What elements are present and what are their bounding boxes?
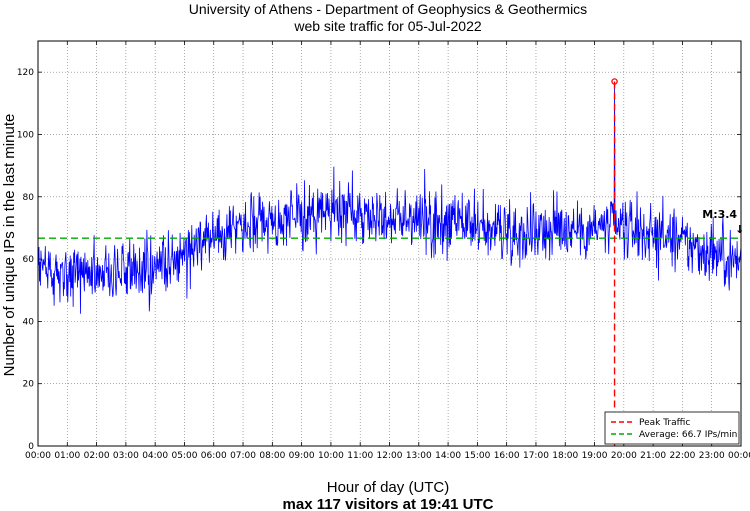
x-tick-label: 08:00 bbox=[259, 451, 285, 461]
x-tick-label: 21:00 bbox=[640, 451, 666, 461]
y-axis-ticks: 0 20 40 60 80 100 120 bbox=[17, 68, 741, 452]
legend-label-peak: Peak Traffic bbox=[639, 418, 690, 428]
x-tick-label: 11:00 bbox=[347, 451, 373, 461]
y-axis-label: Number of unique IPs in the last minute bbox=[1, 114, 18, 377]
y-tick-label: 80 bbox=[23, 193, 35, 203]
x-tick-label: 10:00 bbox=[318, 451, 344, 461]
x-tick-label: 07:00 bbox=[230, 451, 256, 461]
y-tick-label: 0 bbox=[28, 442, 34, 452]
x-tick-label: 01:00 bbox=[54, 451, 80, 461]
annotation-arrow-icon: ↓ bbox=[735, 223, 744, 236]
x-tick-label: 04:00 bbox=[142, 451, 168, 461]
x-tick-label: 12:00 bbox=[377, 451, 403, 461]
x-tick-label: 17:00 bbox=[523, 451, 549, 461]
x-axis-ticks: 00:00 01:00 02:00 03:00 04:00 05:00 06:00 07:00… bbox=[25, 41, 750, 461]
y-tick-label: 60 bbox=[23, 255, 35, 265]
x-tick-label: 03:00 bbox=[113, 451, 139, 461]
x-tick-label: 15:00 bbox=[464, 451, 490, 461]
peak-marker bbox=[611, 78, 618, 85]
chart-title-line2: web site traffic for 05-Jul-2022 bbox=[293, 18, 481, 34]
annotation-label: M:3.4 bbox=[702, 208, 737, 221]
y-tick-label: 120 bbox=[17, 68, 34, 78]
x-tick-label: 14:00 bbox=[435, 451, 461, 461]
y-tick-label: 100 bbox=[17, 130, 34, 140]
x-tick-label: 19:00 bbox=[582, 451, 608, 461]
y-tick-label: 40 bbox=[23, 317, 35, 327]
x-tick-label: 22:00 bbox=[669, 451, 695, 461]
grid-lines bbox=[38, 41, 741, 446]
x-axis-label: Hour of day (UTC) bbox=[327, 479, 450, 496]
x-tick-label: 20:00 bbox=[611, 451, 637, 461]
traffic-series-line bbox=[37, 81, 742, 314]
x-tick-label: 00:00 bbox=[728, 451, 750, 461]
legend-box bbox=[604, 411, 740, 445]
x-tick-label: 05:00 bbox=[171, 451, 197, 461]
chart-title-line1: University of Athens - Department of Geo… bbox=[189, 1, 587, 17]
y-tick-label: 20 bbox=[23, 380, 35, 390]
x-tick-label: 18:00 bbox=[552, 451, 578, 461]
x-tick-label: 02:00 bbox=[84, 451, 110, 461]
x-tick-label: 23:00 bbox=[699, 451, 725, 461]
peak-summary-text: max 117 visitors at 19:41 UTC bbox=[283, 496, 494, 511]
plot-frame bbox=[37, 40, 742, 447]
x-tick-label: 16:00 bbox=[494, 451, 520, 461]
legend-label-average: Average: 66.7 IPs/min bbox=[639, 430, 737, 440]
x-tick-label: 09:00 bbox=[289, 451, 315, 461]
legend: Peak Traffic Average: 66.7 IPs/min bbox=[604, 411, 740, 445]
x-tick-label: 06:00 bbox=[201, 451, 227, 461]
x-tick-label: 00:00 bbox=[25, 451, 51, 461]
x-tick-label: 13:00 bbox=[406, 451, 432, 461]
